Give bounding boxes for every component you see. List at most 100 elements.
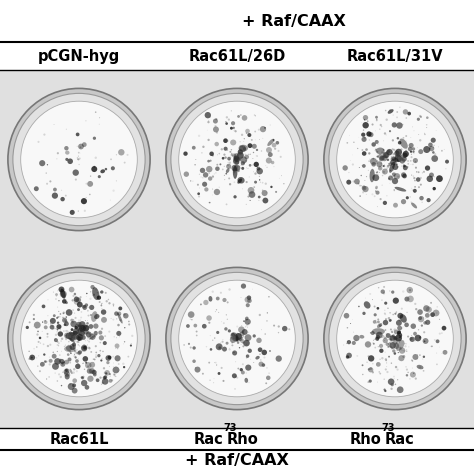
Ellipse shape <box>370 169 375 182</box>
Circle shape <box>407 163 409 165</box>
Circle shape <box>216 309 217 310</box>
Circle shape <box>103 341 107 345</box>
Circle shape <box>402 173 407 178</box>
Circle shape <box>383 389 386 391</box>
Circle shape <box>117 371 118 372</box>
Circle shape <box>92 295 93 296</box>
Circle shape <box>37 344 38 345</box>
Circle shape <box>272 143 276 147</box>
Circle shape <box>346 353 352 358</box>
Circle shape <box>407 112 411 116</box>
Circle shape <box>72 321 74 323</box>
Circle shape <box>372 162 376 166</box>
Circle shape <box>46 333 48 335</box>
Circle shape <box>234 167 235 168</box>
Ellipse shape <box>392 157 399 162</box>
Circle shape <box>439 333 441 335</box>
Circle shape <box>234 177 236 179</box>
Circle shape <box>353 335 360 341</box>
Circle shape <box>395 173 396 175</box>
Circle shape <box>73 333 75 334</box>
Circle shape <box>75 336 79 339</box>
Circle shape <box>423 331 425 333</box>
Circle shape <box>92 334 93 335</box>
Circle shape <box>81 380 87 386</box>
Ellipse shape <box>372 328 385 335</box>
Circle shape <box>373 158 374 160</box>
Circle shape <box>397 157 401 162</box>
Circle shape <box>78 152 80 154</box>
Circle shape <box>79 338 80 339</box>
Circle shape <box>391 383 394 386</box>
Circle shape <box>83 326 84 327</box>
Circle shape <box>216 343 223 350</box>
Circle shape <box>397 333 402 338</box>
Circle shape <box>264 356 265 358</box>
Circle shape <box>381 163 382 164</box>
Circle shape <box>364 119 365 120</box>
Circle shape <box>393 156 395 158</box>
Circle shape <box>398 332 400 333</box>
Circle shape <box>361 185 362 186</box>
Circle shape <box>278 332 279 333</box>
Circle shape <box>439 319 440 320</box>
Circle shape <box>246 324 248 327</box>
Circle shape <box>235 337 237 340</box>
Circle shape <box>258 128 260 131</box>
Circle shape <box>283 183 284 184</box>
Circle shape <box>376 119 378 121</box>
Circle shape <box>224 179 225 180</box>
Circle shape <box>377 319 379 320</box>
Circle shape <box>179 101 295 218</box>
Circle shape <box>376 161 383 167</box>
Circle shape <box>395 161 396 162</box>
Circle shape <box>95 354 97 356</box>
Circle shape <box>214 362 215 363</box>
Circle shape <box>401 165 403 167</box>
Circle shape <box>34 186 39 191</box>
Circle shape <box>65 330 67 332</box>
Circle shape <box>380 155 384 161</box>
Circle shape <box>247 143 252 148</box>
Circle shape <box>392 170 394 171</box>
Circle shape <box>427 175 433 182</box>
Circle shape <box>58 342 60 344</box>
Circle shape <box>408 346 410 347</box>
Circle shape <box>391 339 392 340</box>
Circle shape <box>390 328 392 330</box>
Circle shape <box>397 156 402 162</box>
Circle shape <box>36 346 37 348</box>
Circle shape <box>378 154 383 159</box>
Circle shape <box>202 182 207 187</box>
Circle shape <box>113 366 119 374</box>
Circle shape <box>220 367 223 369</box>
Circle shape <box>424 134 426 135</box>
Circle shape <box>114 372 115 373</box>
Circle shape <box>433 187 436 190</box>
Circle shape <box>237 326 238 328</box>
Circle shape <box>101 310 106 315</box>
Circle shape <box>388 342 392 346</box>
Circle shape <box>215 118 218 120</box>
Circle shape <box>87 339 88 341</box>
Circle shape <box>376 362 381 367</box>
Circle shape <box>216 164 219 166</box>
Circle shape <box>380 334 381 335</box>
Circle shape <box>99 117 100 118</box>
Circle shape <box>237 157 239 160</box>
Circle shape <box>390 336 391 337</box>
Circle shape <box>31 356 33 359</box>
Circle shape <box>84 345 85 346</box>
Circle shape <box>52 363 59 370</box>
Circle shape <box>235 354 236 356</box>
Circle shape <box>381 151 383 154</box>
Circle shape <box>431 155 438 162</box>
Circle shape <box>248 323 249 324</box>
Circle shape <box>402 326 404 328</box>
Circle shape <box>246 373 247 374</box>
Circle shape <box>44 326 48 329</box>
Circle shape <box>386 366 387 367</box>
Circle shape <box>234 153 239 158</box>
Circle shape <box>65 335 67 337</box>
Ellipse shape <box>77 328 85 336</box>
